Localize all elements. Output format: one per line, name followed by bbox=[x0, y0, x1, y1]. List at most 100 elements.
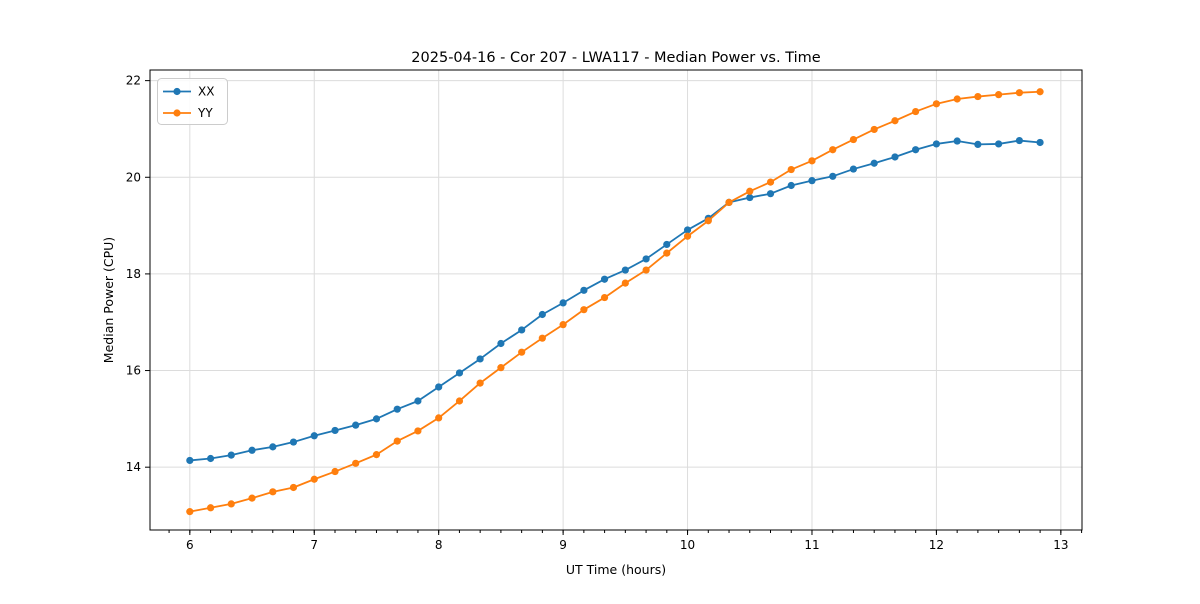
data-point bbox=[725, 198, 733, 206]
legend: XX YY bbox=[157, 78, 228, 125]
data-point bbox=[393, 405, 401, 413]
data-point bbox=[1036, 138, 1044, 147]
data-point bbox=[269, 443, 277, 451]
series-line bbox=[188, 90, 1041, 513]
data-point bbox=[953, 95, 961, 103]
data-point bbox=[372, 415, 381, 423]
data-point bbox=[227, 451, 235, 459]
grid-layer bbox=[150, 70, 1082, 530]
data-point bbox=[891, 117, 899, 125]
data-point bbox=[1036, 88, 1044, 96]
legend-marks bbox=[163, 87, 191, 117]
data-point bbox=[538, 334, 546, 342]
data-point bbox=[1015, 136, 1024, 145]
data-point bbox=[808, 157, 816, 165]
data-point bbox=[829, 172, 837, 180]
data-point bbox=[435, 414, 443, 422]
x-axis-label: UT Time (hours) bbox=[566, 562, 666, 577]
data-point bbox=[787, 181, 795, 190]
x-tick-label: 7 bbox=[310, 538, 318, 552]
data-point bbox=[787, 165, 795, 174]
data-point bbox=[248, 446, 256, 454]
x-tick-label: 13 bbox=[1053, 538, 1068, 552]
y-tick-label: 14 bbox=[126, 460, 141, 474]
series-layer bbox=[186, 88, 1044, 516]
data-point bbox=[642, 255, 650, 263]
data-point bbox=[891, 153, 899, 161]
data-point bbox=[580, 286, 588, 294]
data-point bbox=[870, 125, 878, 134]
data-point bbox=[186, 456, 194, 465]
series-line bbox=[188, 139, 1041, 462]
data-point bbox=[186, 508, 194, 516]
data-point bbox=[331, 467, 339, 476]
x-tick-label: 12 bbox=[929, 538, 944, 552]
data-point bbox=[372, 451, 381, 459]
legend-label-yy: YY bbox=[197, 106, 213, 120]
data-point bbox=[310, 432, 318, 440]
data-point bbox=[352, 421, 360, 429]
tick-layer: 6 7 8 9 10 11 12 13 14 16 18 20 22 bbox=[126, 74, 1083, 552]
data-point bbox=[455, 397, 464, 405]
data-point bbox=[414, 397, 422, 405]
x-tick-label: 11 bbox=[804, 538, 819, 552]
data-point bbox=[310, 475, 318, 483]
data-point bbox=[995, 91, 1003, 99]
data-point bbox=[912, 107, 920, 116]
y-tick-label: 20 bbox=[126, 170, 141, 184]
data-point bbox=[289, 438, 298, 446]
legend-marker-xx bbox=[173, 87, 181, 96]
chart-title: 2025-04-16 - Cor 207 - LWA117 - Median P… bbox=[411, 50, 820, 66]
data-point bbox=[518, 348, 526, 356]
data-point bbox=[870, 159, 878, 167]
data-point bbox=[663, 240, 671, 249]
data-point bbox=[206, 454, 215, 463]
data-point bbox=[995, 140, 1003, 148]
data-point bbox=[393, 437, 401, 445]
data-point bbox=[248, 494, 256, 502]
data-point bbox=[766, 190, 775, 198]
data-point bbox=[746, 187, 754, 195]
y-tick-label: 18 bbox=[126, 267, 141, 281]
data-point bbox=[621, 266, 629, 274]
data-point bbox=[953, 137, 961, 145]
data-point bbox=[206, 504, 215, 512]
y-axis-label: Median Power (CPU) bbox=[101, 237, 116, 363]
data-point bbox=[829, 146, 837, 154]
data-point bbox=[497, 339, 505, 348]
data-point bbox=[663, 249, 671, 257]
x-tick-label: 10 bbox=[680, 538, 695, 552]
legend-marker-yy bbox=[173, 109, 181, 117]
data-point bbox=[849, 165, 858, 173]
data-point bbox=[435, 383, 443, 391]
data-point bbox=[559, 321, 567, 329]
data-point bbox=[932, 140, 941, 148]
data-point bbox=[455, 369, 464, 377]
plot-area-border bbox=[149, 69, 1083, 531]
data-point bbox=[974, 92, 982, 101]
data-point bbox=[518, 326, 526, 334]
data-point bbox=[559, 299, 567, 307]
series-yy bbox=[186, 88, 1044, 516]
data-point bbox=[227, 500, 235, 508]
data-point bbox=[331, 426, 339, 435]
x-tick-label: 9 bbox=[559, 538, 567, 552]
data-point bbox=[912, 146, 920, 154]
data-point bbox=[497, 364, 505, 372]
y-tick-label: 16 bbox=[126, 364, 141, 378]
data-point bbox=[600, 275, 609, 283]
data-point bbox=[808, 177, 816, 185]
y-tick-label: 22 bbox=[126, 74, 141, 88]
data-point bbox=[289, 483, 298, 492]
data-point bbox=[476, 379, 484, 387]
data-point bbox=[621, 279, 629, 287]
data-point bbox=[683, 226, 692, 234]
x-tick-label: 8 bbox=[435, 538, 443, 552]
data-point bbox=[414, 427, 422, 435]
data-point bbox=[704, 217, 712, 225]
data-point bbox=[269, 488, 277, 496]
data-point bbox=[1015, 89, 1024, 97]
data-point bbox=[352, 459, 360, 467]
